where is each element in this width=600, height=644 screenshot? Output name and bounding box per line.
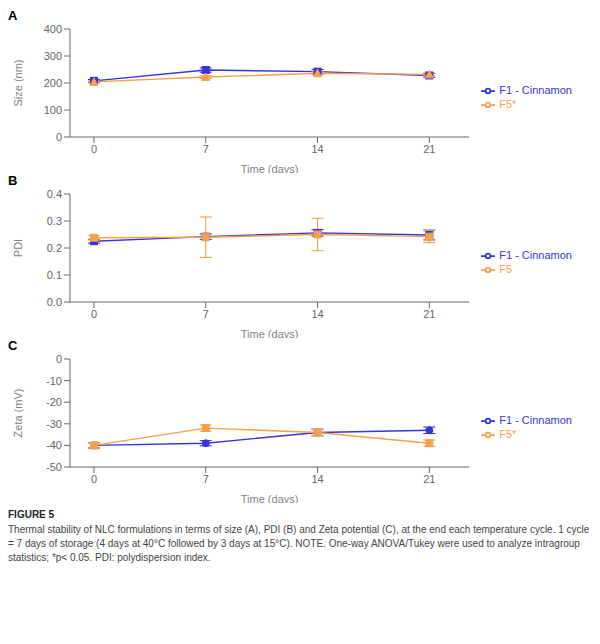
html-text:A: A (8, 8, 18, 23)
svg-text:300: 300 (44, 50, 62, 62)
svg-text:Zeta (mV): Zeta (mV) (12, 389, 24, 438)
svg-text:-40: -40 (46, 439, 62, 451)
svg-text:PDI: PDI (12, 239, 24, 257)
html-text:F1 - Cinnamon: F1 - Cinnamon (499, 83, 572, 96)
svg-text:0: 0 (56, 131, 62, 143)
svg-text:14: 14 (311, 473, 323, 485)
svg-text:21: 21 (423, 143, 435, 155)
svg-text:Time (days): Time (days) (241, 163, 299, 173)
html-text:F5*: F5* (499, 428, 517, 440)
html-text:C: C (8, 338, 18, 353)
svg-text:0.2: 0.2 (47, 242, 62, 254)
html-text:F5: F5 (499, 263, 513, 275)
svg-text:7: 7 (203, 143, 209, 155)
svg-text:-20: -20 (46, 396, 62, 408)
svg-text:Time (days): Time (days) (241, 328, 299, 338)
svg-text:0: 0 (91, 143, 97, 155)
svg-text:-10: -10 (46, 375, 62, 387)
html-text:F5*: F5* (499, 98, 517, 110)
svg-text:200: 200 (44, 77, 62, 89)
svg-text:7: 7 (203, 308, 209, 320)
svg-text:0.0: 0.0 (47, 296, 62, 308)
svg-text:0.1: 0.1 (47, 269, 62, 281)
html-text:FIGURE 5: FIGURE 5 (8, 509, 55, 520)
svg-text:400: 400 (44, 23, 62, 35)
svg-text:0: 0 (91, 308, 97, 320)
svg-text:14: 14 (311, 143, 323, 155)
svg-text:0.3: 0.3 (47, 215, 62, 227)
html-text:F1 - Cinnamon: F1 - Cinnamon (499, 413, 572, 426)
svg-text:7: 7 (203, 473, 209, 485)
svg-text:14: 14 (311, 308, 323, 320)
svg-text:-50: -50 (46, 461, 62, 473)
svg-text:Size (nm): Size (nm) (12, 59, 24, 106)
svg-text:21: 21 (423, 308, 435, 320)
svg-text:0: 0 (56, 353, 62, 365)
svg-text:0.4: 0.4 (47, 188, 62, 200)
html-text:Thermal stability of NLC formu: Thermal stability of NLC formulations in… (8, 524, 590, 563)
svg-text:100: 100 (44, 104, 62, 116)
svg-text:21: 21 (423, 473, 435, 485)
svg-text:0: 0 (91, 473, 97, 485)
html-text:F1 - Cinnamon: F1 - Cinnamon (499, 248, 572, 261)
html-text:B: B (8, 173, 18, 188)
svg-text:-30: -30 (46, 418, 62, 430)
svg-text:Time (days): Time (days) (241, 493, 299, 503)
